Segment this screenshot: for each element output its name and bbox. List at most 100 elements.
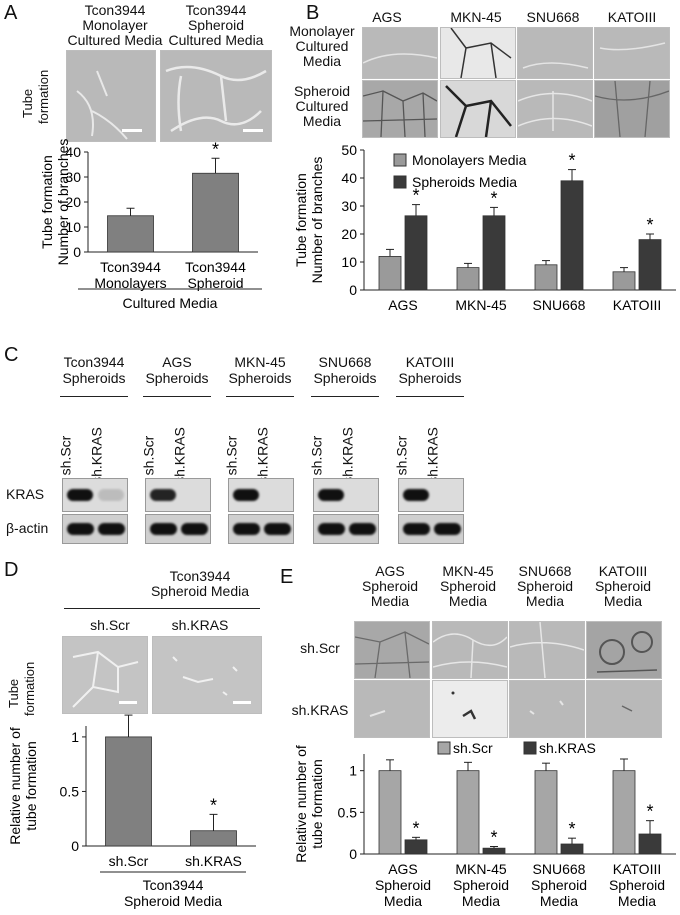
kras-blot bbox=[228, 478, 294, 512]
significance-star: * bbox=[490, 188, 497, 208]
significance-star: * bbox=[412, 818, 419, 838]
actin-band bbox=[434, 523, 461, 535]
panel-label-a: A bbox=[4, 2, 18, 24]
micrograph-e-ags-sh-scr bbox=[354, 621, 430, 679]
x-tick-label: Tcon3944 bbox=[100, 259, 161, 275]
x-tick-label: Spheroid bbox=[453, 877, 509, 893]
significance-star: * bbox=[646, 215, 653, 235]
y-axis-label: Number of branches bbox=[55, 139, 71, 266]
x-tick-label: AGS bbox=[388, 861, 418, 877]
x-tick-label: KATOIII bbox=[613, 861, 662, 877]
micrograph-b-snu668-spheroid bbox=[517, 80, 593, 138]
x-tick-label: Monolayers bbox=[94, 275, 166, 291]
legend-swatch bbox=[523, 741, 537, 755]
panel-d-header-line bbox=[64, 608, 260, 609]
kras-band bbox=[403, 489, 429, 501]
bar bbox=[192, 172, 239, 253]
micrograph-b-ags-spheroid bbox=[362, 80, 438, 138]
actin-blot bbox=[313, 514, 379, 544]
y-tick-label: 1 bbox=[71, 729, 79, 745]
y-tick-label: 20 bbox=[65, 194, 81, 210]
micrograph-d-sh-scr bbox=[62, 636, 148, 714]
y-tick-label: 10 bbox=[65, 219, 81, 235]
actin-blot bbox=[228, 514, 294, 544]
chart-d: 0 0.5 1 Relative number of tube formation * sh… bbox=[7, 714, 256, 909]
bar bbox=[534, 264, 558, 291]
y-tick-label: 40 bbox=[65, 144, 81, 160]
actin-blot bbox=[62, 514, 128, 544]
significance-star: * bbox=[212, 139, 219, 159]
micrograph-e-snu668-sh-scr bbox=[509, 621, 585, 679]
significance-star: * bbox=[646, 802, 653, 822]
bar bbox=[456, 770, 480, 855]
legend-swatch bbox=[393, 153, 407, 167]
bar bbox=[456, 267, 480, 291]
kras-blot bbox=[313, 478, 379, 512]
chart-e: 0 0.5 1 Relative number of tube formation * * *… bbox=[293, 740, 676, 909]
panel-b-row-label-spheroid: Spheroid Cultured Media bbox=[293, 83, 351, 129]
micrograph-d-sh-kras bbox=[152, 636, 262, 714]
legend-swatch bbox=[393, 175, 407, 189]
micrograph-e-snu668-sh-kras bbox=[509, 680, 585, 738]
micrograph-b-snu668-monolayer bbox=[517, 27, 593, 79]
y-tick-label: 20 bbox=[341, 226, 357, 242]
micrograph-b-ags-monolayer bbox=[362, 27, 438, 79]
blot-group-line bbox=[60, 396, 128, 397]
panel-label-e: E bbox=[280, 566, 294, 588]
actin-band bbox=[67, 523, 94, 535]
kras-band bbox=[318, 489, 344, 501]
x-tick-label: sh.Scr bbox=[109, 853, 149, 869]
panel-e-row-label-sh-scr: sh.Scr bbox=[300, 640, 340, 656]
x-tick-label: Media bbox=[462, 893, 500, 909]
y-tick-label: 30 bbox=[65, 169, 81, 185]
legend-swatch bbox=[437, 741, 451, 755]
significance-star: * bbox=[210, 795, 217, 815]
x-tick-label: SNU668 bbox=[533, 861, 586, 877]
y-tick-label: 30 bbox=[341, 198, 357, 214]
significance-star: * bbox=[568, 819, 575, 839]
panel-b-col-title-mkn45: MKN-45 bbox=[450, 9, 502, 25]
kras-blot bbox=[62, 478, 128, 512]
blot-group-title: AGS bbox=[162, 354, 192, 370]
panel-label-b: B bbox=[306, 2, 320, 24]
lane-label: sh.KRAS bbox=[339, 427, 356, 484]
bar bbox=[638, 239, 662, 291]
blot-group-title: MKN-45 bbox=[234, 354, 286, 370]
panel-d-col-sh-kras: sh.KRAS bbox=[171, 617, 229, 633]
blot-group-title: SNU668 bbox=[318, 354, 372, 370]
x-tick-label: Media bbox=[540, 893, 578, 909]
lane-label: sh.KRAS bbox=[254, 427, 271, 484]
bar bbox=[482, 847, 506, 855]
panel-a-col-title-2: Tcon3944 Spheroid Cultured Media bbox=[168, 2, 264, 48]
lane-label: sh.Scr bbox=[308, 435, 325, 476]
panel-b-row-label-monolayer: Monolayer Cultured Media bbox=[289, 23, 355, 69]
actin-band bbox=[98, 523, 125, 535]
blot-group-subtitle: Spheroids bbox=[62, 370, 126, 386]
blot-group-line bbox=[226, 396, 294, 397]
x-tick-label: MKN-45 bbox=[455, 297, 507, 313]
group-label: Tcon3944 bbox=[143, 877, 204, 893]
significance-star: * bbox=[490, 828, 497, 848]
kras-blot bbox=[398, 478, 464, 512]
x-tick-label: sh.KRAS bbox=[185, 853, 242, 869]
y-tick-label: 0.5 bbox=[60, 783, 80, 799]
row-label-kras: KRAS bbox=[6, 486, 45, 502]
micrograph-b-katoiii-monolayer bbox=[594, 27, 670, 79]
group-label: Spheroid Media bbox=[124, 893, 222, 909]
actin-band bbox=[349, 523, 376, 535]
y-tick-label: 1 bbox=[349, 763, 357, 779]
blot-group-title: KATOIII bbox=[405, 354, 455, 370]
bar bbox=[378, 770, 402, 855]
y-tick-label: 0 bbox=[349, 282, 357, 298]
y-axis-label: Relative number of bbox=[7, 727, 23, 845]
panel-b-col-title-ags: AGS bbox=[372, 9, 402, 25]
y-axis-label: tube formation bbox=[309, 759, 325, 849]
x-tick-label: Media bbox=[618, 893, 656, 909]
blot-group-title: Tcon3944 bbox=[63, 354, 125, 370]
kras-blot bbox=[145, 478, 211, 512]
legend-label: Monolayers Media bbox=[412, 152, 527, 168]
lane-label: sh.Scr bbox=[140, 435, 157, 476]
blot-group-line bbox=[143, 396, 211, 397]
panel-d-row-label-2: formation bbox=[22, 661, 37, 716]
blot-group-line bbox=[311, 396, 379, 397]
